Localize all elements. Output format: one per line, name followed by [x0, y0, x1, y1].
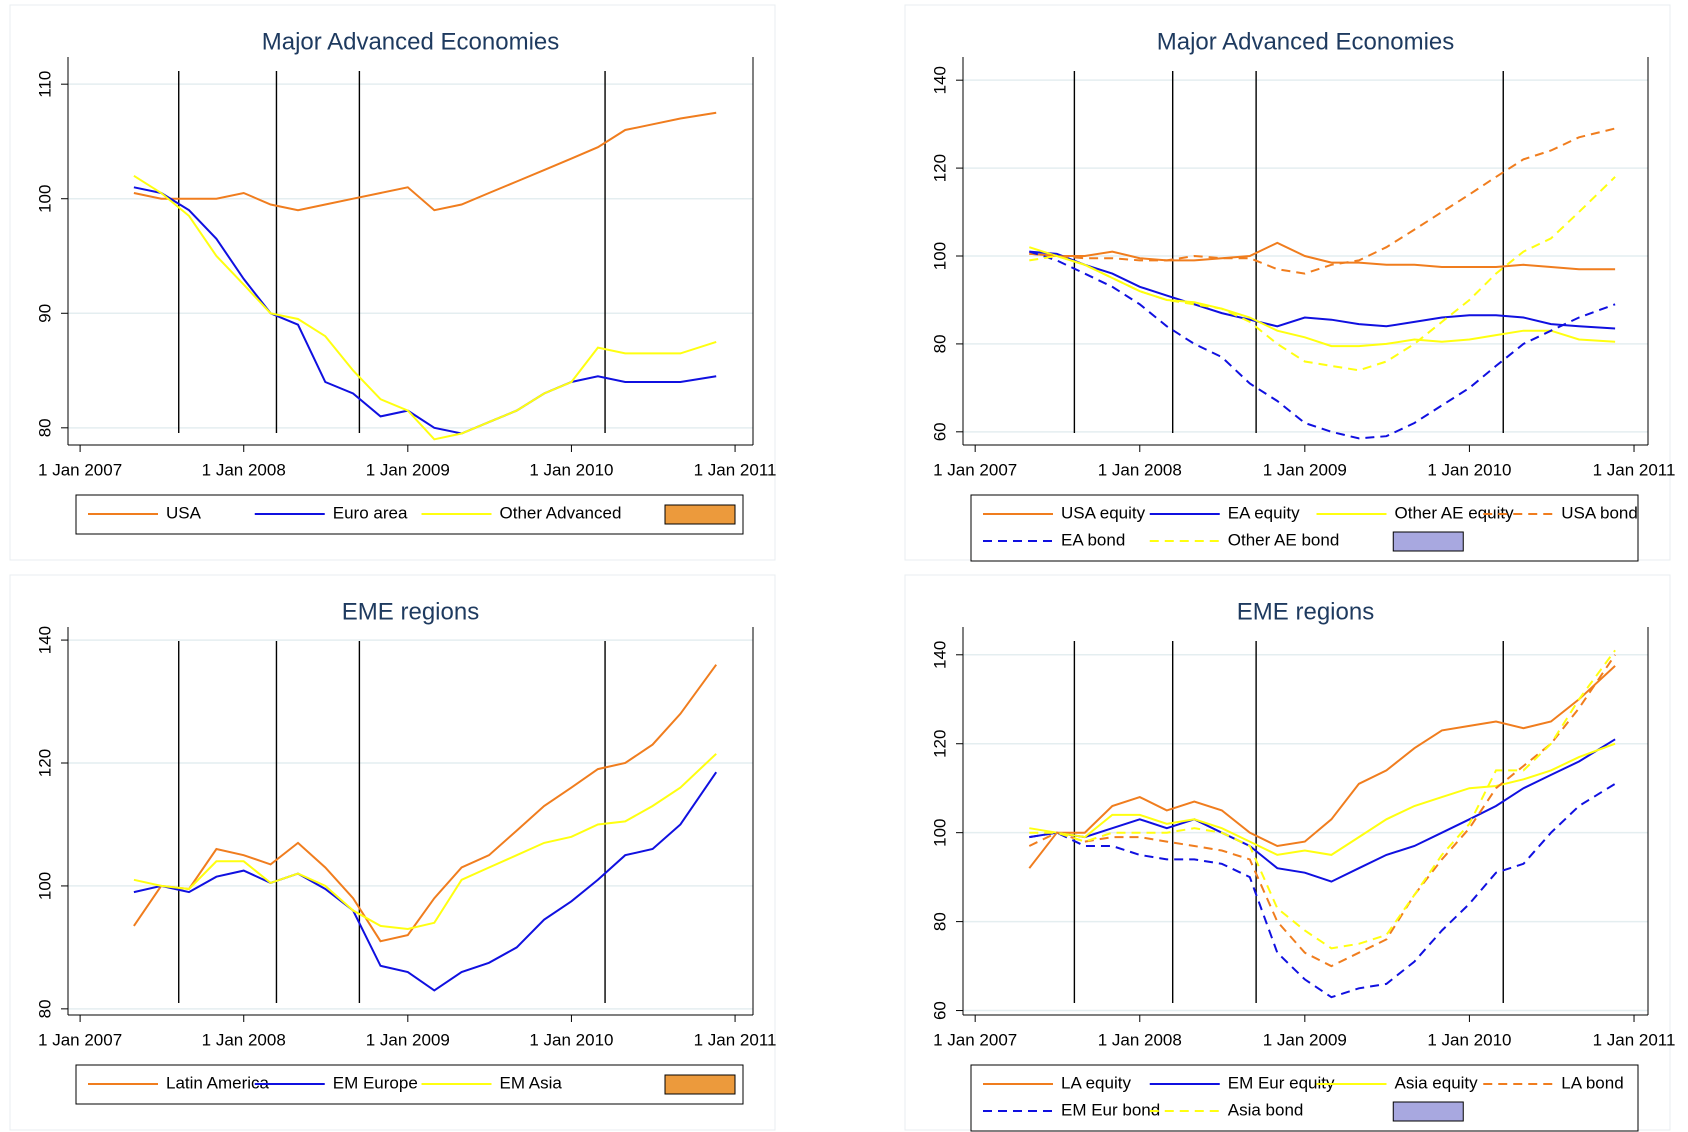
x-tick-label: 1 Jan 2007 — [38, 1030, 122, 1049]
legend-frame — [970, 1064, 1639, 1132]
legend-label: EM Eur equity — [1228, 1073, 1335, 1092]
series-line — [1028, 250, 1616, 440]
legend-box — [664, 1074, 736, 1095]
x-tick-label: 1 Jan 2007 — [933, 1030, 1017, 1049]
legend-label: USA equity — [1061, 503, 1146, 522]
panel-frame — [9, 574, 776, 1131]
y-tick-label: 80 — [35, 999, 54, 1018]
y-tick-label: 100 — [930, 242, 949, 270]
chart-title: Major Advanced Economies — [262, 28, 560, 55]
legend-label: EA equity — [1228, 503, 1300, 522]
series-line — [1028, 665, 1616, 869]
y-tick-label: 90 — [35, 304, 54, 323]
y-tick-label: 80 — [930, 912, 949, 931]
y-tick-label: 80 — [930, 334, 949, 353]
panel: Major Advanced Economies 60 80 100 120 140 1 J… — [904, 4, 1676, 562]
series-line — [133, 111, 717, 212]
legend-frame — [970, 494, 1639, 562]
legend-label: EM Asia — [500, 1073, 563, 1092]
y-tick-label: 100 — [35, 185, 54, 213]
series-line — [1029, 782, 1616, 999]
y-tick-label: 60 — [930, 422, 949, 441]
y-tick-label: 100 — [35, 872, 54, 900]
x-tick-label: 1 Jan 2010 — [529, 1030, 613, 1049]
chart-title: Major Advanced Economies — [1157, 28, 1455, 55]
legend-box — [1392, 531, 1464, 552]
chart-title: EME regions — [342, 598, 479, 625]
x-tick-label: 1 Jan 2008 — [1098, 1030, 1182, 1049]
series-line — [1029, 742, 1616, 856]
y-tick-label: 110 — [35, 71, 54, 98]
y-tick-label: 120 — [930, 730, 949, 758]
x-tick-label: 1 Jan 2009 — [366, 460, 450, 479]
legend-frame — [75, 494, 744, 535]
series-line — [133, 186, 717, 435]
legend-box — [664, 504, 736, 525]
y-tick-label: 140 — [930, 66, 949, 94]
y-tick-label: 120 — [930, 154, 949, 182]
series-line — [1029, 649, 1616, 950]
x-tick-label: 1 Jan 2011 — [694, 1030, 777, 1049]
x-tick-label: 1 Jan 2010 — [529, 460, 613, 479]
series-line — [1028, 246, 1616, 348]
legend-label: EA bond — [1061, 530, 1125, 549]
chart-title: EME regions — [1237, 598, 1374, 625]
legend-label: EM Europe — [333, 1073, 418, 1092]
panel: Major Advanced Economies 80 90 100 110 1 Jan … — [9, 4, 777, 561]
legend-label: Other Advanced — [500, 503, 622, 522]
legend-label: LA bond — [1561, 1073, 1623, 1092]
series-line — [1029, 176, 1616, 372]
series-line — [133, 753, 717, 931]
y-tick-label: 60 — [930, 1001, 949, 1020]
x-tick-label: 1 Jan 2008 — [202, 1030, 286, 1049]
series-line — [1028, 654, 1616, 968]
x-tick-label: 1 Jan 2009 — [366, 1030, 450, 1049]
panel-frame — [9, 4, 776, 561]
series-line — [1029, 250, 1616, 330]
panel: EME regions 80 100 120 140 1 Jan 2007 1 Jan 20… — [9, 574, 777, 1131]
series-line — [1029, 738, 1616, 883]
legend-label: USA — [166, 503, 202, 522]
x-tick-label: 1 Jan 2011 — [694, 460, 777, 479]
x-tick-label: 1 Jan 2011 — [1593, 460, 1676, 479]
x-tick-label: 1 Jan 2009 — [1263, 460, 1347, 479]
y-tick-label: 140 — [35, 626, 54, 654]
y-tick-label: 100 — [930, 818, 949, 846]
legend-label: EM Eur bond — [1061, 1100, 1160, 1119]
x-tick-label: 1 Jan 2009 — [1263, 1030, 1347, 1049]
y-tick-label: 140 — [930, 641, 949, 669]
x-tick-label: 1 Jan 2010 — [1427, 460, 1511, 479]
legend-label: Euro area — [333, 503, 408, 522]
series-line — [133, 771, 718, 992]
legend-box — [1392, 1101, 1464, 1122]
legend-label: Asia equity — [1395, 1073, 1479, 1092]
series-line — [1029, 241, 1616, 271]
legend-label: Other AE equity — [1395, 503, 1515, 522]
series-line — [133, 664, 718, 943]
x-tick-label: 1 Jan 2008 — [202, 460, 286, 479]
legend-label: Other AE bond — [1228, 530, 1340, 549]
x-tick-label: 1 Jan 2011 — [1593, 1030, 1676, 1049]
x-tick-label: 1 Jan 2008 — [1098, 460, 1182, 479]
legend-frame — [75, 1064, 744, 1105]
legend-label: Asia bond — [1228, 1100, 1304, 1119]
legend-label: LA equity — [1061, 1073, 1131, 1092]
series-line — [1029, 127, 1616, 275]
series-line — [133, 174, 717, 441]
legend-label: Latin America — [166, 1073, 270, 1092]
y-tick-label: 80 — [35, 418, 54, 437]
x-tick-label: 1 Jan 2007 — [38, 460, 122, 479]
legend-label: USA bond — [1561, 503, 1638, 522]
x-tick-label: 1 Jan 2010 — [1427, 1030, 1511, 1049]
x-tick-label: 1 Jan 2007 — [933, 460, 1017, 479]
y-tick-label: 120 — [35, 749, 54, 777]
panel: EME regions 60 80 100 120 140 1 Jan 2007 1 Jan … — [904, 574, 1676, 1132]
